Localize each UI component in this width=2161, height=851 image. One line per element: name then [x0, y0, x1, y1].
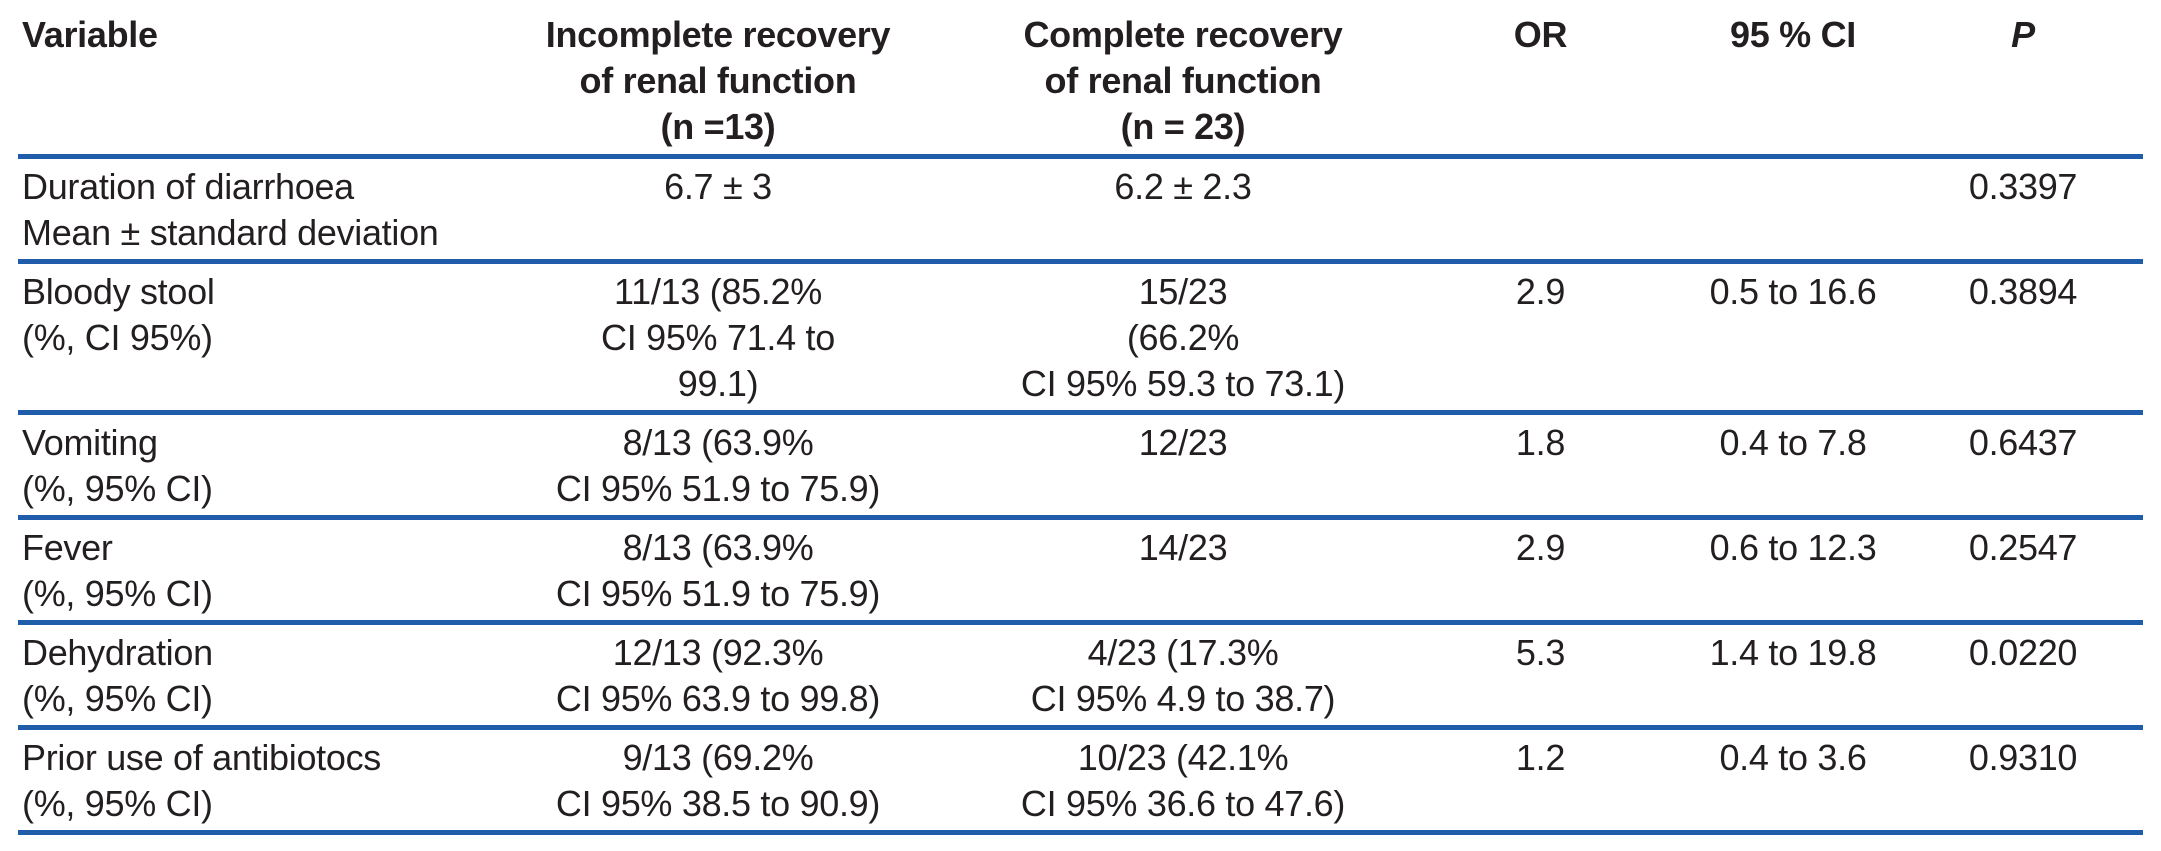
- cell-or: 2.9: [1398, 261, 1683, 415]
- table-row: Vomiting (%, 95% CI) 8/13 (63.9% CI 95% …: [18, 412, 2143, 520]
- cell-complete-recovery: 14/23: [968, 517, 1398, 625]
- col-header-or: OR: [1398, 2, 1683, 159]
- col-header-incomplete-recovery: Incomplete recovery of renal function (n…: [468, 2, 968, 159]
- table-header-row: Variable Incomplete recovery of renal fu…: [18, 2, 2143, 159]
- col-header-p: P: [1903, 2, 2143, 159]
- cell-or: 1.8: [1398, 412, 1683, 520]
- cell-complete-recovery: 10/23 (42.1% CI 95% 36.6 to 47.6): [968, 727, 1398, 835]
- cell-ci: 0.4 to 3.6: [1683, 727, 1903, 835]
- cell-incomplete-recovery: 12/13 (92.3% CI 95% 63.9 to 99.8): [468, 622, 968, 730]
- cell-p: 0.0220: [1903, 622, 2143, 730]
- cell-or: [1398, 156, 1683, 264]
- cell-incomplete-recovery: 8/13 (63.9% CI 95% 51.9 to 75.9): [468, 412, 968, 520]
- cell-variable: Duration of diarrhoea Mean ± standard de…: [18, 156, 468, 264]
- cell-p: 0.3397: [1903, 156, 2143, 264]
- cell-complete-recovery: 6.2 ± 2.3: [968, 156, 1398, 264]
- cell-or: 2.9: [1398, 517, 1683, 625]
- cell-variable: Fever (%, 95% CI): [18, 517, 468, 625]
- cell-p: 0.3894: [1903, 261, 2143, 415]
- cell-ci: 0.5 to 16.6: [1683, 261, 1903, 415]
- results-table: Variable Incomplete recovery of renal fu…: [18, 2, 2143, 835]
- cell-incomplete-recovery: 11/13 (85.2% CI 95% 71.4 to 99.1): [468, 261, 968, 415]
- col-header-variable: Variable: [18, 2, 468, 159]
- table-row: Dehydration (%, 95% CI) 12/13 (92.3% CI …: [18, 622, 2143, 730]
- cell-variable: Vomiting (%, 95% CI): [18, 412, 468, 520]
- cell-incomplete-recovery: 9/13 (69.2% CI 95% 38.5 to 90.9): [468, 727, 968, 835]
- cell-ci: 1.4 to 19.8: [1683, 622, 1903, 730]
- col-header-complete-recovery: Complete recovery of renal function (n =…: [968, 2, 1398, 159]
- cell-ci: 0.6 to 12.3: [1683, 517, 1903, 625]
- table-row: Prior use of antibiotocs (%, 95% CI) 9/1…: [18, 727, 2143, 835]
- cell-complete-recovery: 12/23: [968, 412, 1398, 520]
- cell-p: 0.2547: [1903, 517, 2143, 625]
- cell-variable: Bloody stool (%, CI 95%): [18, 261, 468, 415]
- cell-variable: Prior use of antibiotocs (%, 95% CI): [18, 727, 468, 835]
- cell-incomplete-recovery: 6.7 ± 3: [468, 156, 968, 264]
- cell-complete-recovery: 15/23 (66.2% CI 95% 59.3 to 73.1): [968, 261, 1398, 415]
- cell-ci: [1683, 156, 1903, 264]
- table-row: Fever (%, 95% CI) 8/13 (63.9% CI 95% 51.…: [18, 517, 2143, 625]
- cell-or: 5.3: [1398, 622, 1683, 730]
- cell-p: 0.6437: [1903, 412, 2143, 520]
- cell-ci: 0.4 to 7.8: [1683, 412, 1903, 520]
- table-row: Bloody stool (%, CI 95%) 11/13 (85.2% CI…: [18, 261, 2143, 415]
- cell-or: 1.2: [1398, 727, 1683, 835]
- cell-incomplete-recovery: 8/13 (63.9% CI 95% 51.9 to 75.9): [468, 517, 968, 625]
- col-header-ci: 95 % CI: [1683, 2, 1903, 159]
- cell-variable: Dehydration (%, 95% CI): [18, 622, 468, 730]
- table-row: Duration of diarrhoea Mean ± standard de…: [18, 156, 2143, 264]
- cell-p: 0.9310: [1903, 727, 2143, 835]
- cell-complete-recovery: 4/23 (17.3% CI 95% 4.9 to 38.7): [968, 622, 1398, 730]
